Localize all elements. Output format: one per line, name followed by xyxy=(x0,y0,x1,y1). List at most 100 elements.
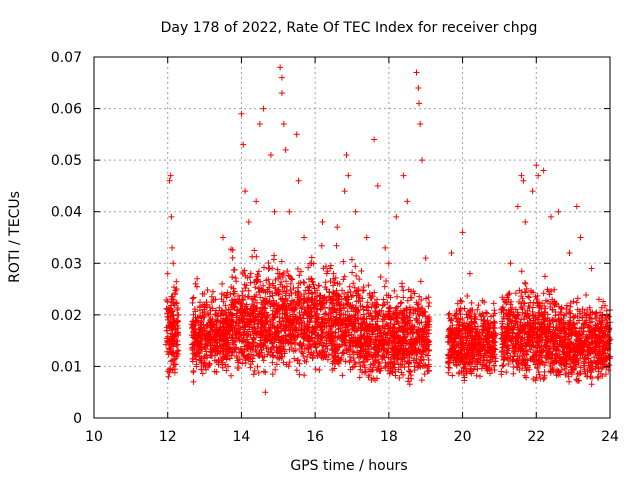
data-point xyxy=(298,348,305,355)
data-point xyxy=(172,332,179,339)
data-point xyxy=(358,333,365,340)
data-point xyxy=(218,296,225,303)
data-point xyxy=(206,361,213,368)
data-point xyxy=(567,319,574,326)
data-point xyxy=(517,345,524,352)
data-point xyxy=(425,361,432,368)
data-point xyxy=(236,356,243,363)
data-point xyxy=(505,291,512,298)
data-point xyxy=(363,330,370,337)
data-point xyxy=(391,287,398,294)
data-point xyxy=(336,342,343,349)
data-point xyxy=(223,312,230,319)
data-point xyxy=(413,69,420,76)
data-point xyxy=(422,351,429,358)
data-point xyxy=(460,368,467,375)
data-point xyxy=(464,293,471,300)
data-point xyxy=(305,264,312,271)
data-point xyxy=(573,299,580,306)
data-point xyxy=(542,315,549,322)
data-point xyxy=(570,314,577,321)
data-point xyxy=(566,335,573,342)
data-point xyxy=(546,318,553,325)
data-point xyxy=(212,337,219,344)
data-point xyxy=(239,300,246,307)
data-point xyxy=(552,312,559,319)
data-point xyxy=(289,331,296,338)
data-point xyxy=(555,315,562,322)
data-point xyxy=(192,280,199,287)
data-point xyxy=(529,335,536,342)
data-point xyxy=(300,315,307,322)
data-point xyxy=(319,347,326,354)
data-point xyxy=(498,309,505,316)
data-point xyxy=(314,293,321,300)
data-point xyxy=(549,307,556,314)
data-point xyxy=(247,344,254,351)
data-point xyxy=(404,320,411,327)
data-point xyxy=(196,350,203,357)
data-point xyxy=(341,304,348,311)
data-point xyxy=(425,313,432,320)
data-point xyxy=(255,369,262,376)
data-point xyxy=(239,288,246,295)
data-point xyxy=(477,373,484,380)
data-point xyxy=(512,313,519,320)
data-point xyxy=(318,242,325,249)
data-point xyxy=(365,352,372,359)
data-point xyxy=(543,353,550,360)
data-point xyxy=(213,368,220,375)
data-point xyxy=(349,348,356,355)
data-point xyxy=(508,338,515,345)
data-point xyxy=(590,354,597,361)
data-point xyxy=(301,326,308,333)
data-point xyxy=(310,328,317,335)
data-point xyxy=(585,341,592,348)
data-point xyxy=(165,308,172,315)
data-point xyxy=(582,337,589,344)
data-point xyxy=(445,334,452,341)
data-point xyxy=(387,365,394,372)
data-point xyxy=(374,315,381,322)
data-point xyxy=(464,325,471,332)
data-point xyxy=(254,273,261,280)
data-point xyxy=(202,363,209,370)
data-point xyxy=(189,299,196,306)
data-point xyxy=(457,306,464,313)
data-point xyxy=(602,371,609,378)
data-point xyxy=(555,347,562,354)
data-point xyxy=(526,333,533,340)
data-point xyxy=(201,309,208,316)
data-point xyxy=(278,279,285,286)
data-point xyxy=(168,299,175,306)
data-point xyxy=(345,315,352,322)
data-point xyxy=(357,353,364,360)
data-point xyxy=(595,360,602,367)
data-point xyxy=(529,311,536,318)
data-point xyxy=(460,339,467,346)
data-point xyxy=(562,333,569,340)
data-point xyxy=(566,249,573,256)
data-point xyxy=(279,310,286,317)
data-point xyxy=(398,346,405,353)
data-point xyxy=(383,277,390,284)
data-point xyxy=(367,340,374,347)
data-point xyxy=(557,311,564,318)
data-point xyxy=(346,359,353,366)
x-tick-label: 10 xyxy=(85,429,103,445)
data-point xyxy=(191,325,198,332)
data-point xyxy=(594,357,601,364)
data-point xyxy=(454,341,461,348)
data-point xyxy=(214,348,221,355)
data-point xyxy=(167,349,174,356)
data-point xyxy=(411,290,418,297)
data-point xyxy=(274,266,281,273)
data-point xyxy=(189,344,196,351)
data-point xyxy=(165,322,172,329)
data-point xyxy=(474,306,481,313)
data-point xyxy=(526,341,533,348)
data-point xyxy=(359,287,366,294)
data-point xyxy=(248,345,255,352)
data-point xyxy=(264,286,271,293)
data-point xyxy=(475,302,482,309)
